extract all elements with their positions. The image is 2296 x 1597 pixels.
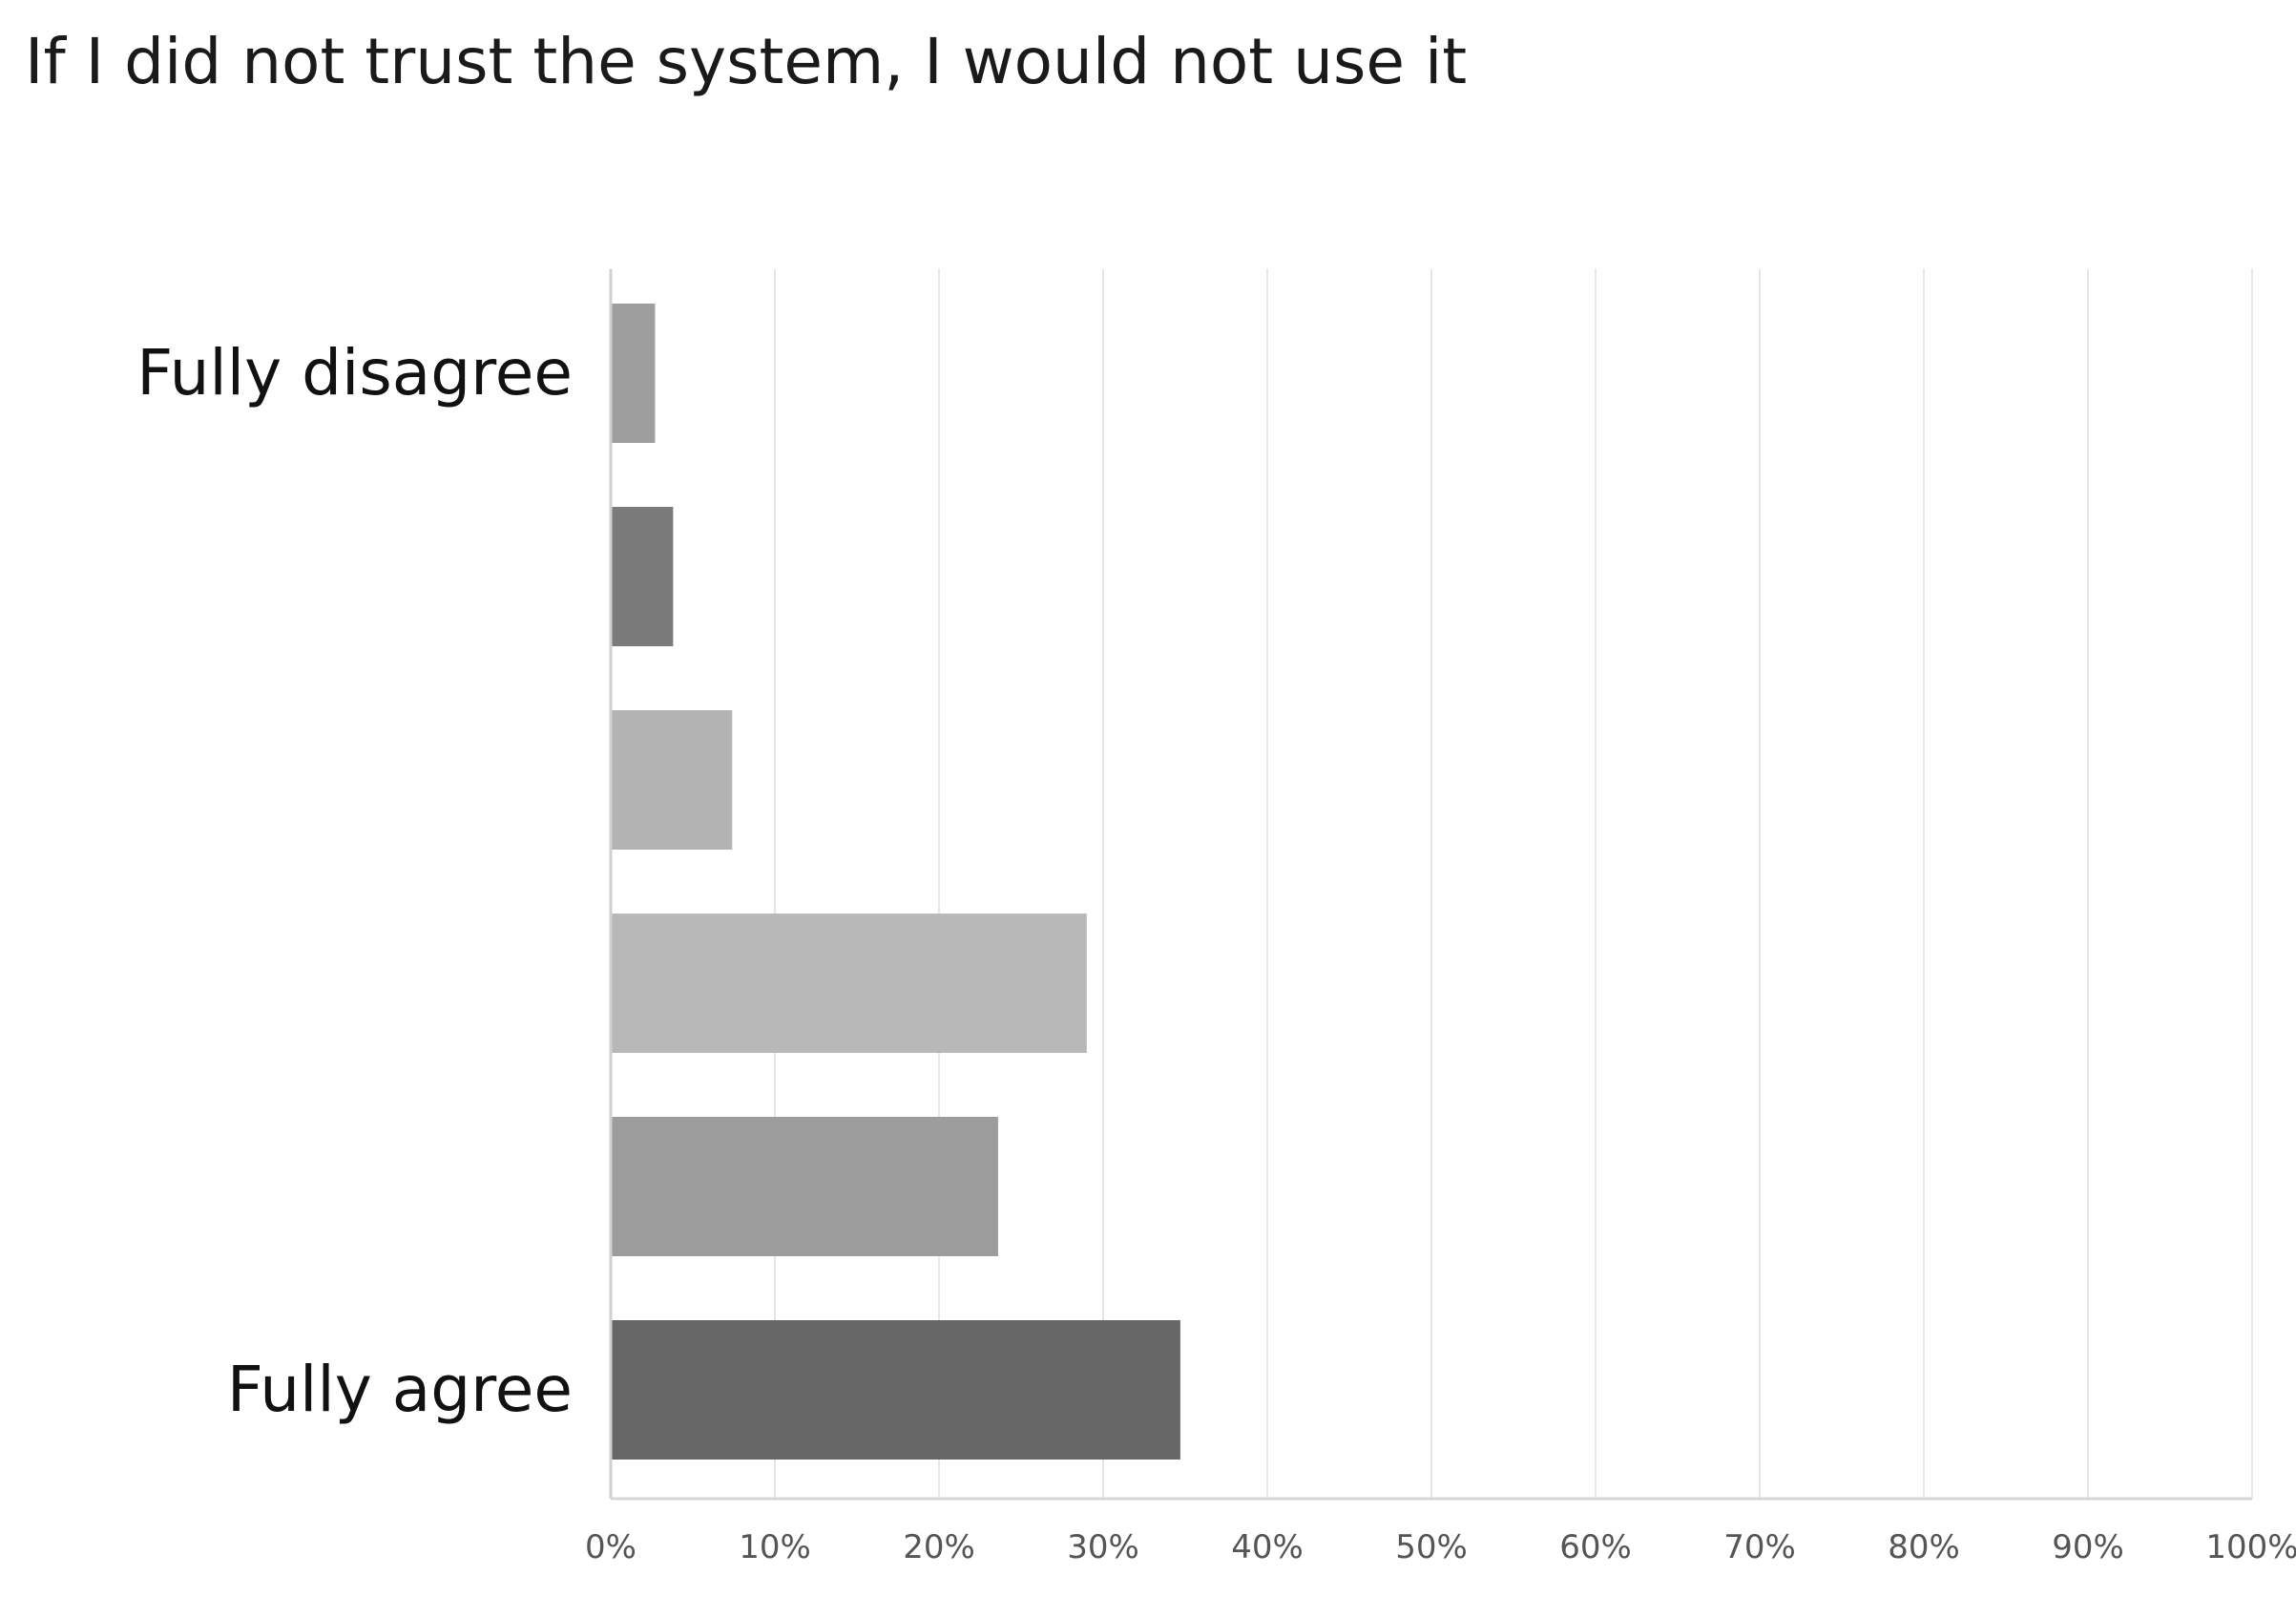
x-tick-label-50: 50% [1395, 1528, 1468, 1566]
bar-6 [611, 1320, 1180, 1460]
x-tick-labels: 0% 10% 20% 30% 40% 50% 60% 70% 80% 90% 100% [585, 1528, 2296, 1566]
x-tick-label-20: 20% [903, 1528, 975, 1566]
chart-title: If I did not trust the system, I would n… [25, 25, 1468, 98]
x-tick-label-70: 70% [1723, 1528, 1796, 1566]
axes [609, 269, 2252, 1501]
x-tick-label-100: 100% [2205, 1528, 2296, 1566]
category-labels: Fully disagree Fully agree [136, 336, 573, 1426]
category-label-6: Fully agree [227, 1353, 573, 1426]
bars [611, 304, 1180, 1460]
x-tick-label-0: 0% [585, 1528, 637, 1566]
x-tick-label-10: 10% [739, 1528, 811, 1566]
x-tick-label-40: 40% [1231, 1528, 1304, 1566]
bar-3 [611, 710, 733, 850]
bar-5 [611, 1117, 998, 1256]
x-tick-label-30: 30% [1067, 1528, 1139, 1566]
gridlines [774, 269, 2253, 1499]
x-tick-label-80: 80% [1888, 1528, 1960, 1566]
bar-1 [611, 304, 656, 443]
category-label-1: Fully disagree [136, 336, 573, 410]
x-tick-label-90: 90% [2052, 1528, 2124, 1566]
bar-4 [611, 914, 1087, 1053]
bar-2 [611, 507, 674, 646]
x-tick-label-60: 60% [1559, 1528, 1632, 1566]
